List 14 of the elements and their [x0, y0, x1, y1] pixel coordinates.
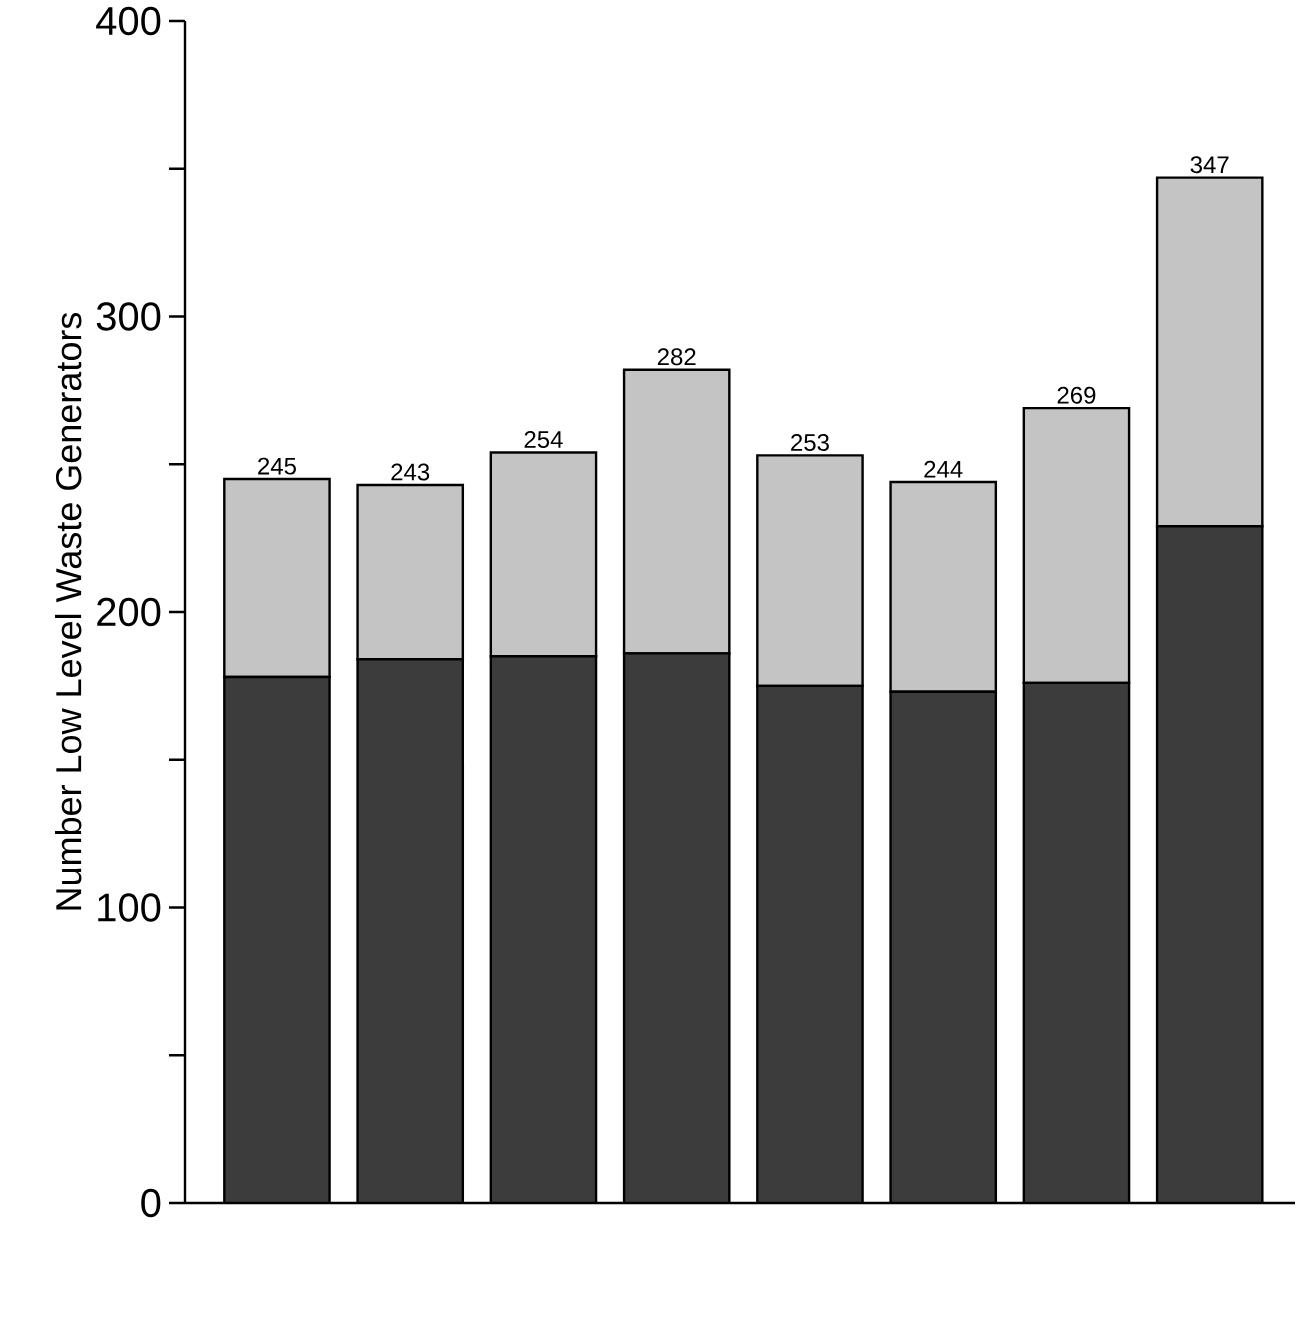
y-tick-label: 0 [141, 1188, 161, 1218]
total-label: 245 [258, 457, 296, 475]
total-label: 254 [524, 431, 563, 449]
total-label: 269 [1057, 386, 1096, 404]
y-tick-label: 400 [96, 6, 161, 36]
total-label: 244 [924, 460, 963, 478]
y-axis-title: Number Low Level Waste Generators [55, 312, 82, 910]
total-label: 253 [791, 433, 829, 451]
y-tick-label: 200 [97, 597, 161, 627]
y-tick-label: 300 [96, 302, 161, 331]
total-label: 282 [657, 348, 696, 366]
y-tick-label: 100 [98, 893, 161, 922]
total-label: 347 [1190, 156, 1229, 174]
total-label: 243 [391, 463, 430, 481]
